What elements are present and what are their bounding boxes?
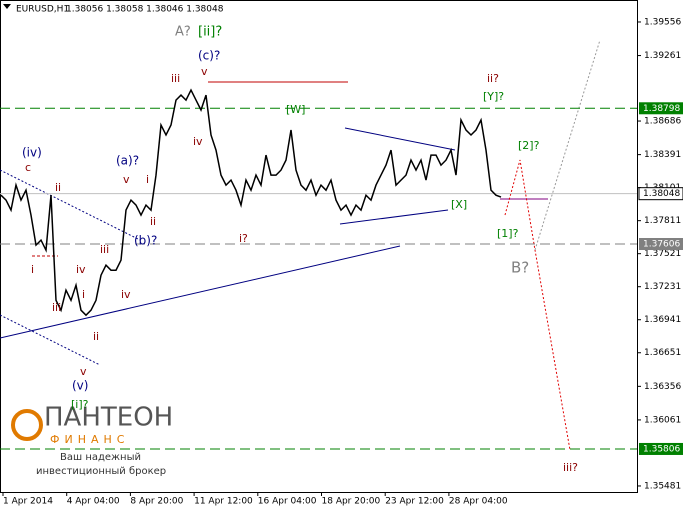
wave-label: [X] — [451, 198, 467, 211]
wave-label: i — [146, 173, 149, 186]
wave-label: [i]? — [71, 398, 89, 411]
wave-label: [ii]? — [198, 25, 222, 40]
x-tick-label: 11 Apr 12:00 — [194, 497, 253, 507]
trend-line — [344, 127, 456, 151]
y-tick-label: 1.38391 — [644, 150, 681, 160]
chart-title: EURUSD,H1 — [16, 5, 69, 15]
wave-label: ii — [55, 181, 61, 194]
y-tick-label: 1.37811 — [644, 216, 681, 226]
current-price-label: 1.38048 — [643, 189, 680, 199]
wave-label: ii? — [487, 72, 499, 85]
logo-sub: ФИНАНС — [50, 433, 129, 446]
level-tag — [639, 238, 683, 251]
wave-label: iii? — [563, 461, 578, 474]
level-label: 1.38798 — [643, 104, 680, 114]
x-tick-label: 1 Apr 2014 — [3, 497, 53, 507]
wave-label: ii — [93, 330, 99, 343]
x-tick-label: 16 Apr 04:00 — [258, 497, 317, 507]
wave-label: iii — [52, 301, 61, 314]
wave-label: v — [123, 173, 130, 186]
wave-label: (b)? — [134, 234, 157, 248]
projection — [504, 159, 571, 451]
wave-label: iv — [193, 135, 203, 148]
wave-label: (a)? — [116, 154, 139, 168]
ohlc: 1.38056 1.38058 1.38046 1.38048 — [66, 5, 224, 15]
wave-label: A? — [175, 25, 191, 40]
wave-label: v — [80, 365, 87, 378]
level-label: 1.37606 — [643, 240, 680, 250]
x-tick-label: 23 Apr 12:00 — [385, 497, 444, 507]
wave-label: (v) — [72, 379, 88, 393]
x-tick-label: 18 Apr 20:00 — [322, 497, 381, 507]
wave-label: [2]? — [518, 139, 540, 152]
y-tick-label: 1.37521 — [644, 249, 681, 259]
trend-line — [0, 314, 101, 366]
wave-label: ii — [150, 215, 156, 228]
x-tick-label: 4 Apr 04:00 — [67, 497, 120, 507]
wave-label: iv — [121, 288, 131, 301]
logo-mark — [11, 409, 43, 441]
x-tick-label: 8 Apr 20:00 — [130, 497, 183, 507]
y-tick-label: 1.35481 — [644, 481, 681, 491]
wave-label: [1]? — [497, 227, 519, 240]
wave-label: v — [201, 65, 208, 78]
wave-label: [Y]? — [483, 90, 504, 103]
y-tick-label: 1.36941 — [644, 315, 681, 325]
trend-line — [339, 209, 449, 225]
y-tick-label: 1.39556 — [644, 17, 681, 27]
wave-label: i — [31, 263, 34, 276]
level-tag — [639, 442, 683, 455]
wave-label: B? — [511, 259, 529, 277]
wave-label: [W] — [286, 103, 305, 116]
y-tick-label: 1.38686 — [644, 117, 681, 127]
menu-arrow — [3, 4, 11, 9]
logo-tagline: инвестиционный брокер — [36, 466, 166, 477]
wave-label: iii — [100, 243, 109, 256]
logo-tagline: Ваш надежный — [60, 452, 141, 463]
logo-name: ПАНТЕОН — [44, 403, 173, 433]
logo: ПАНТЕОН ФИНАНС Ваш надежный инвестиционн… — [11, 403, 173, 477]
wave-label: (iv) — [22, 146, 42, 160]
y-tick-label: 1.37231 — [644, 282, 681, 292]
x-tick-label: 28 Apr 04:00 — [449, 497, 508, 507]
wave-label: iii — [171, 72, 180, 85]
plot-frame — [0, 0, 638, 493]
level-tag — [639, 102, 683, 115]
y-tick-label: 1.36356 — [644, 382, 681, 392]
wave-label: c — [25, 161, 31, 174]
price-line — [0, 88, 502, 317]
y-tick-label: 1.36061 — [644, 415, 681, 425]
projection — [534, 39, 601, 251]
y-tick-label: 1.39261 — [644, 51, 681, 61]
trend-line — [0, 245, 401, 339]
y-tick-label: 1.36651 — [644, 348, 681, 358]
level-label: 1.35806 — [643, 444, 680, 454]
wave-label: i? — [239, 232, 248, 245]
current-price-tag — [638, 187, 683, 201]
wave-label: (c)? — [198, 49, 220, 63]
wave-label: i — [82, 288, 85, 301]
wave-label: iv — [76, 263, 86, 276]
